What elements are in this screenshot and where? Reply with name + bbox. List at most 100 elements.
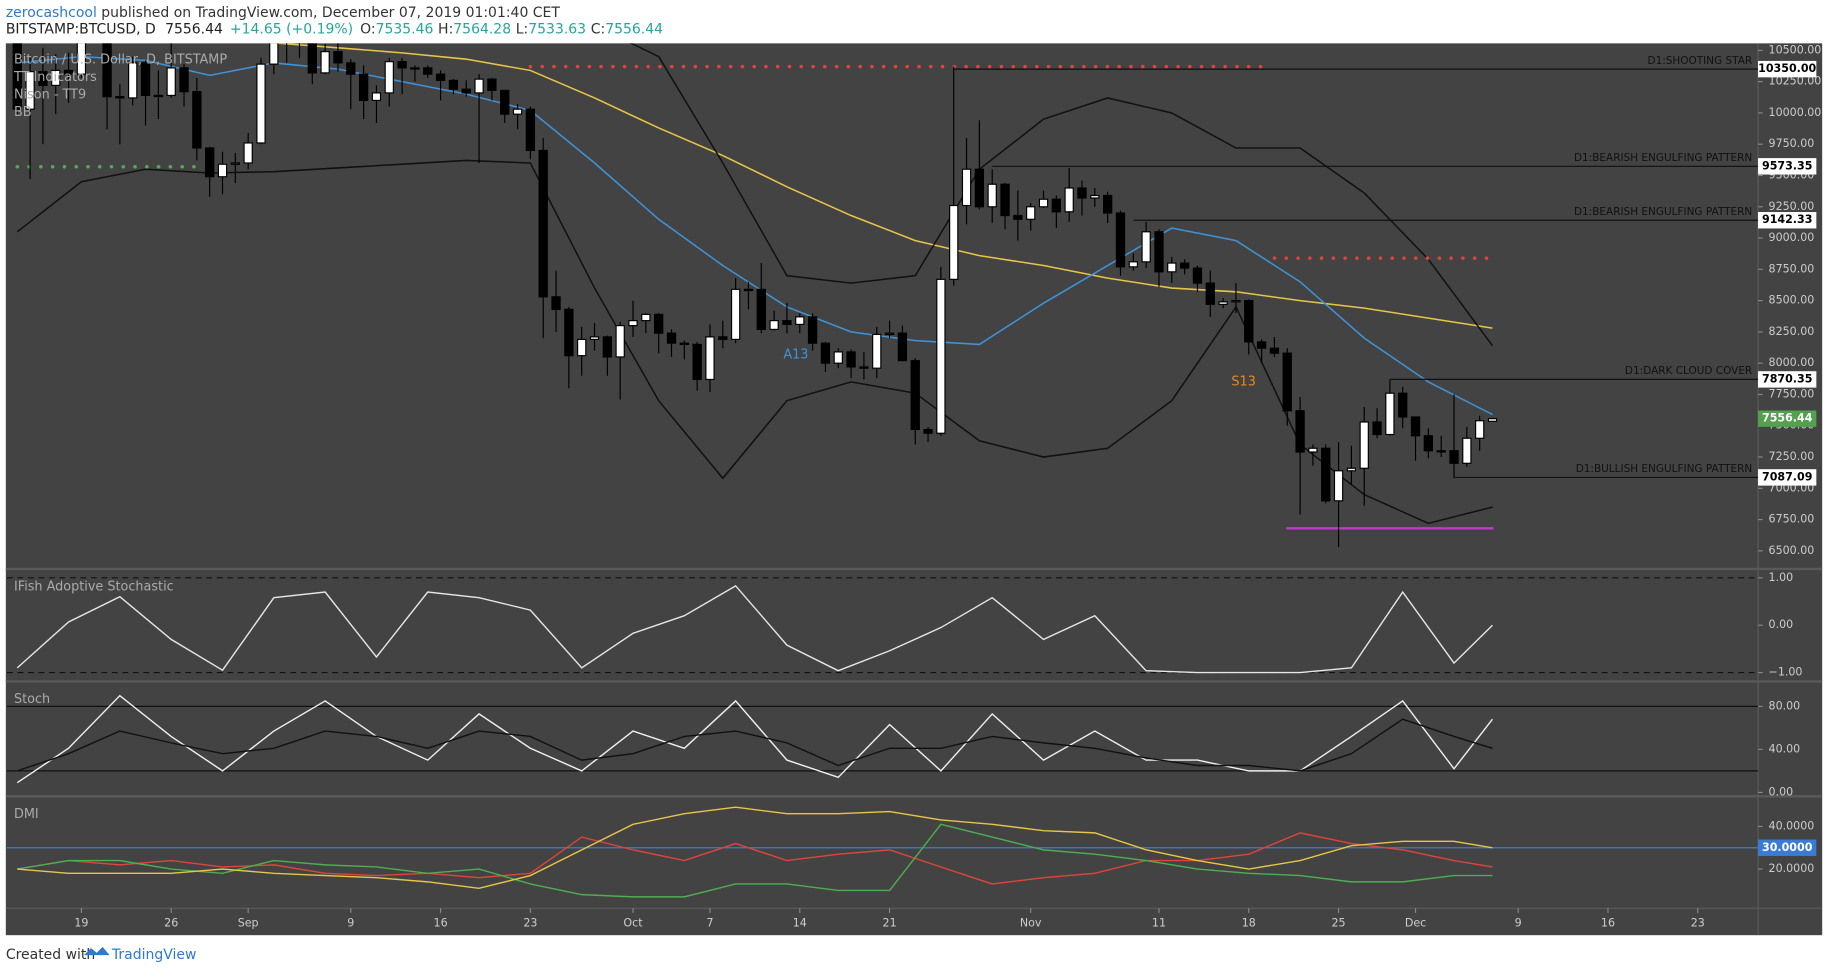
candle-body xyxy=(1295,410,1305,453)
candle-body xyxy=(1179,262,1190,269)
candle-body xyxy=(1115,212,1126,268)
price: 7556.44 xyxy=(165,21,223,37)
candle-body xyxy=(718,336,728,340)
y-tick-label: 9000.00 xyxy=(1769,231,1815,244)
pattern-label: D1:SHOOTING STAR xyxy=(1648,55,1753,67)
candle-body xyxy=(461,88,471,94)
candle-body xyxy=(448,79,459,90)
c-value: 7556.44 xyxy=(605,21,663,37)
candle-body xyxy=(1346,467,1357,472)
candle-body xyxy=(654,313,664,334)
panel-plot xyxy=(17,806,1493,898)
y-tick-label: 8500.00 xyxy=(1769,294,1815,307)
candle-body xyxy=(307,43,317,74)
symbol: BITSTAMP:BTCUSD, D xyxy=(6,21,156,37)
level-tag xyxy=(1758,158,1817,175)
candle-body xyxy=(666,332,677,344)
series-line xyxy=(17,806,1493,890)
candle-body xyxy=(1410,416,1421,437)
candle-body xyxy=(358,73,369,102)
candle-body xyxy=(320,51,330,74)
candle-body xyxy=(1385,392,1395,436)
candle-body xyxy=(500,89,510,115)
candle-body xyxy=(1282,352,1292,412)
level-tag-label: 30.0000 xyxy=(1762,841,1813,854)
x-tick-label: 16 xyxy=(1601,916,1615,929)
candle-body xyxy=(1487,418,1498,422)
candle-body xyxy=(410,67,420,70)
y-tick-label: 6500.00 xyxy=(1769,544,1815,557)
legend-item: BB xyxy=(14,105,32,120)
published: published on TradingView.com, December 0… xyxy=(97,5,561,21)
last-price-tag xyxy=(1758,410,1817,427)
level-tag xyxy=(1758,60,1817,78)
y-tick-label: 0.00 xyxy=(1769,618,1794,631)
candle-body xyxy=(1269,347,1280,354)
candle-body xyxy=(525,108,536,152)
x-tick-label: 23 xyxy=(523,916,537,929)
panel-plot xyxy=(16,584,1493,674)
candle-body xyxy=(1321,447,1331,502)
candle-body xyxy=(63,69,74,75)
level-tag-label: 9573.35 xyxy=(1762,159,1812,172)
panel-plot xyxy=(12,43,1498,548)
panel-title: IFish Adoptive Stochastic xyxy=(14,580,174,595)
x-tick-label: 9 xyxy=(1515,916,1522,929)
candle-body xyxy=(371,92,382,102)
candle-body xyxy=(192,91,202,149)
candle-body xyxy=(25,71,35,110)
candle-body xyxy=(397,61,407,69)
candle-body xyxy=(692,343,702,381)
candle-body xyxy=(730,288,741,340)
o-value: 7535.46 xyxy=(376,21,434,37)
annotation: S13 xyxy=(1231,375,1255,390)
candle-body xyxy=(1000,183,1010,217)
footer-brand[interactable]: TradingView xyxy=(111,947,196,963)
series-line xyxy=(17,823,1493,898)
candle-body xyxy=(807,316,818,344)
symbol-line: BITSTAMP:BTCUSD, D 7556.44 +14.65 (+0.19%)… xyxy=(6,21,663,37)
x-tick-label: 26 xyxy=(164,916,178,929)
l-label: L: xyxy=(516,21,528,37)
candle-body xyxy=(269,43,279,65)
x-tick-label: Oct xyxy=(623,916,643,929)
panel-title: DMI xyxy=(14,807,39,822)
candle-body xyxy=(1308,447,1318,453)
last-price-label: 7556.44 xyxy=(1762,412,1813,425)
candle-body xyxy=(1449,450,1459,464)
candle-body xyxy=(1423,435,1434,452)
x-tick-label: 11 xyxy=(1152,916,1166,929)
level-tag-label: 7870.35 xyxy=(1762,372,1812,385)
x-tick-label: 25 xyxy=(1332,916,1346,929)
y-tick-label: 6750.00 xyxy=(1769,513,1815,526)
h-value: 7564.28 xyxy=(453,21,511,37)
candle-body xyxy=(859,366,869,369)
candle-body xyxy=(1244,300,1254,343)
series-line xyxy=(16,694,1494,784)
candle-body xyxy=(512,108,523,115)
candle-body xyxy=(1218,301,1228,305)
chart-layer: 19 26 Sep 9 16 23 Oct 7 14 21 Nov 11 18 25 Dec 9 16 23 105… xyxy=(5,43,1823,936)
candle-body xyxy=(1102,194,1113,214)
level-tag-label: 7087.09 xyxy=(1762,470,1813,483)
series-line xyxy=(17,832,1493,885)
candle-body xyxy=(1256,341,1267,349)
candle-body xyxy=(435,73,446,81)
candle-body xyxy=(128,62,138,99)
y-tick-label: −1.00 xyxy=(1769,666,1803,679)
candle-body xyxy=(602,336,613,358)
candle-body xyxy=(256,63,266,144)
candle-body xyxy=(76,43,87,75)
candle-body xyxy=(589,336,600,340)
candle-body xyxy=(1359,421,1369,469)
candle-body xyxy=(1090,194,1100,199)
x-tick-label: 16 xyxy=(434,916,448,929)
candle-body xyxy=(384,61,394,94)
candle-body xyxy=(820,342,831,364)
candle-body xyxy=(884,332,895,335)
candle-body xyxy=(949,204,959,280)
candle-body xyxy=(1038,198,1049,208)
author[interactable]: zerocashcool xyxy=(6,5,97,21)
o-label: O: xyxy=(360,21,375,37)
